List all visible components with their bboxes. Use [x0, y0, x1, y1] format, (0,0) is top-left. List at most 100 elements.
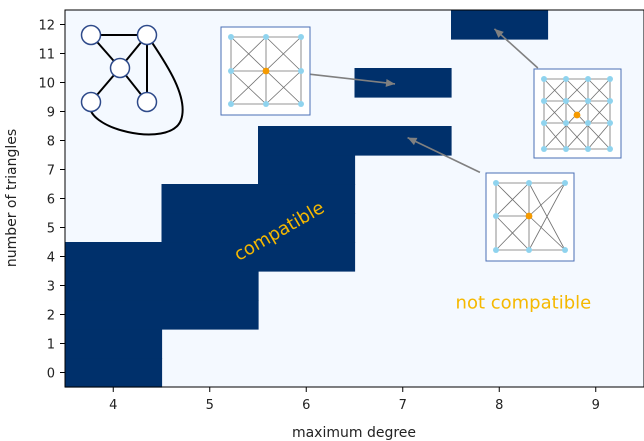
lattice-inset-b-node [607, 146, 613, 152]
cell-d5-t5 [161, 213, 259, 243]
x-tick-label: 5 [206, 398, 214, 413]
y-tick-label: 4 [47, 251, 55, 266]
lattice-inset-a-edge [265, 70, 302, 105]
cell-d5-t3 [161, 271, 259, 301]
lattice-inset-a-node [263, 34, 269, 40]
lattice-inset-c-edge [528, 182, 566, 217]
arrow-2 [493, 28, 539, 69]
lattice-inset-a-edge [230, 70, 267, 105]
lattice-inset-c-edge [495, 182, 530, 217]
cell-d4-t1 [65, 329, 163, 359]
arrow-head-1 [407, 137, 418, 146]
lattice-inset-a-node [228, 101, 234, 107]
lattice-inset-b-node [563, 98, 569, 104]
lattice-inset-a-node [263, 101, 269, 107]
lattice-inset-c-node [562, 180, 568, 186]
lattice-inset-b-edge [543, 122, 567, 150]
lattice-inset-a-node [298, 34, 304, 40]
lattice-inset-b-node [585, 76, 591, 82]
cell-d4-t2 [65, 300, 163, 330]
cell-d6-t6 [258, 184, 356, 214]
arrow-0 [306, 73, 396, 85]
y-tick-label: 0 [47, 367, 55, 382]
lattice-inset-b-node [563, 120, 569, 126]
lattice-inset-a [220, 26, 311, 116]
lattice-inset-c-node [493, 180, 499, 186]
y-tick-label: 3 [47, 280, 55, 295]
lattice-inset-b-center-node [573, 111, 581, 119]
arrow-1 [407, 136, 481, 174]
cell-d4-t0 [65, 358, 163, 388]
lattice-inset-b-node [585, 146, 591, 152]
lattice-inset-b-node [563, 146, 569, 152]
lattice-inset-a-center-node [262, 67, 270, 75]
lattice-inset-b-edge [587, 122, 611, 150]
x-axis-ticks: 4 5 6 7 8 9 [109, 387, 600, 413]
y-tick-label: 2 [47, 309, 55, 324]
x-tick-label: 7 [399, 398, 407, 413]
cell-d5-t2 [161, 300, 259, 330]
x-tick-label: 4 [109, 398, 117, 413]
lattice-inset-c-node [493, 247, 499, 253]
lattice-inset-b-edge [543, 78, 567, 102]
lattice-inset-a-node [228, 68, 234, 74]
lattice-inset-c [485, 172, 575, 262]
lattice-inset-b-node [607, 76, 613, 82]
lattice-inset-c-center-node [525, 212, 533, 220]
x-tick-label: 8 [495, 398, 503, 413]
lattice-inset-b-node [541, 76, 547, 82]
cell-d6-t5 [258, 213, 356, 243]
lattice-inset-c-edge [528, 182, 566, 251]
lattice-inset-b-node [607, 120, 613, 126]
lattice-inset-b-node [541, 120, 547, 126]
compatible-cells [65, 10, 549, 388]
cell-d6-t8 [258, 126, 356, 156]
y-tick-label: 12 [38, 19, 55, 34]
cell-d4-t4 [65, 242, 163, 272]
lattice-inset-b-node [585, 98, 591, 104]
cell-d6-t4 [258, 242, 356, 272]
y-tick-label: 6 [47, 193, 55, 208]
x-tick-label: 6 [302, 398, 310, 413]
arrow-head-0 [385, 78, 396, 87]
arrow-head-2 [494, 28, 504, 38]
x-axis-label: maximum degree [292, 425, 416, 441]
arrows [306, 28, 539, 174]
lattice-inset-c-node [526, 247, 532, 253]
cell-d4-t3 [65, 271, 163, 301]
y-tick-label: 5 [47, 222, 55, 237]
lattice-insets [220, 26, 622, 262]
lattice-inset-b [533, 68, 622, 159]
cell-d5-t6 [161, 184, 259, 214]
lattice-inset-a-edge [230, 36, 267, 72]
cell-d6-t7 [258, 155, 356, 185]
lattice-inset-c-edge [495, 215, 530, 251]
y-tick-label: 10 [38, 77, 55, 92]
y-tick-label: 8 [47, 135, 55, 150]
example-graph-icon [80, 24, 184, 136]
lattice-inset-a-node [298, 68, 304, 74]
y-tick-label: 9 [47, 106, 55, 121]
lattice-inset-a-edge [265, 36, 302, 72]
lattice-inset-b-node [541, 146, 547, 152]
lattice-inset-b-edge [587, 78, 611, 102]
lattice-inset-a-node [298, 101, 304, 107]
y-axis-label: number of triangles [4, 129, 20, 267]
cell-d7-t10 [354, 68, 452, 98]
lattice-inset-c-node [562, 247, 568, 253]
lattice-inset-b-node [585, 120, 591, 126]
lattice-inset-b-node [563, 76, 569, 82]
lattice-inset-b-node [607, 98, 613, 104]
annotation-not-compatible: not compatible [456, 293, 592, 314]
lattice-inset-b-node [541, 98, 547, 104]
y-tick-label: 11 [38, 48, 55, 63]
y-tick-label: 1 [47, 338, 55, 353]
lattice-inset-c-node [526, 180, 532, 186]
lattice-inset-a-node [228, 34, 234, 40]
lattice-inset-c-edge [528, 215, 566, 251]
y-tick-label: 7 [47, 164, 55, 179]
x-tick-label: 9 [592, 398, 600, 413]
lattice-inset-c-node [493, 213, 499, 219]
